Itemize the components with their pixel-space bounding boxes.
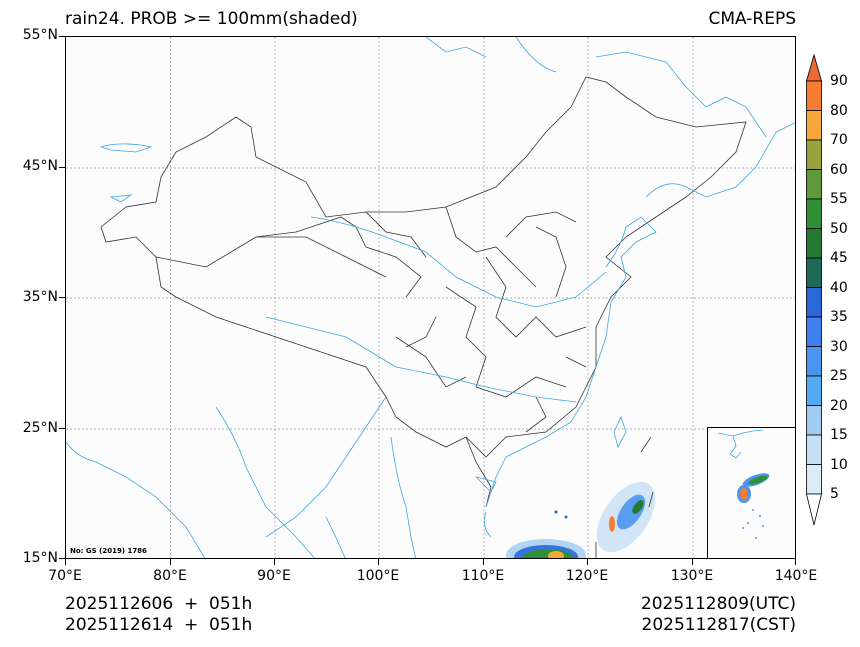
y-tick-25n: 25°N — [22, 420, 58, 436]
x-tick-80e: 80°E — [153, 568, 187, 584]
colorbar-label-30: 30 — [830, 339, 848, 355]
x-tickmark — [170, 559, 171, 565]
map-approval-note: No: GS (2019) 1786 — [70, 547, 147, 555]
colorbar-graphic — [805, 53, 823, 526]
y-tick-35n: 35°N — [22, 289, 58, 305]
colorbar-label-45: 45 — [830, 250, 848, 266]
colorbar-extend-max — [805, 53, 823, 82]
map-plot-area: No: GS (2019) 1786 — [65, 36, 796, 559]
y-tickmark — [59, 428, 65, 429]
colorbar-label-10: 10 — [830, 457, 848, 473]
colorbar-label-25: 25 — [830, 368, 848, 384]
x-tick-110e: 110°E — [461, 568, 505, 584]
colorbar-label-55: 55 — [830, 191, 848, 207]
valid-time-block: 2025112809(UTC) 2025112817(CST) — [641, 594, 796, 636]
init-time-utc: 2025112606 + 051h — [65, 594, 253, 614]
model-name: CMA-REPS — [708, 9, 796, 29]
y-tick-15n: 15°N — [22, 550, 58, 566]
x-tick-100e: 100°E — [356, 568, 400, 584]
x-tickmark — [65, 559, 66, 565]
colorbar-label-60: 60 — [830, 162, 848, 178]
chart-title: rain24. PROB >= 100mm(shaded) — [65, 9, 358, 29]
y-tick-45n: 45°N — [22, 158, 58, 174]
x-tickmark — [692, 559, 693, 565]
colorbar-extend-min — [805, 493, 823, 526]
colorbar-label-90: 90 — [830, 73, 848, 89]
south-china-sea-inset — [707, 427, 795, 558]
x-tick-120e: 120°E — [565, 568, 609, 584]
colorbar-label-15: 15 — [830, 427, 848, 443]
colorbar-label-5: 5 — [830, 486, 839, 502]
colorbar-label-70: 70 — [830, 132, 848, 148]
colorbar-label-40: 40 — [830, 280, 848, 296]
init-time-cst: 2025112614 + 051h — [65, 615, 253, 635]
country-borders — [100, 76, 747, 508]
x-tickmark — [795, 559, 796, 565]
small-marks — [595, 436, 654, 558]
init-time-block: 2025112606 + 051h 2025112614 + 051h — [65, 594, 252, 636]
y-tickmark — [59, 558, 65, 559]
x-tickmark — [483, 559, 484, 565]
coastlines-rivers — [66, 37, 795, 558]
inset-map — [717, 429, 770, 539]
x-tickmark — [274, 559, 275, 565]
y-tickmark — [59, 36, 65, 37]
x-tick-140e: 140°E — [774, 568, 818, 584]
x-tick-90e: 90°E — [257, 568, 291, 584]
map-canvas — [66, 37, 795, 558]
colorbar-label-80: 80 — [830, 103, 848, 119]
y-tick-55n: 55°N — [22, 27, 58, 43]
x-tick-70e: 70°E — [48, 568, 82, 584]
y-tickmark — [59, 297, 65, 298]
x-tick-130e: 130°E — [670, 568, 714, 584]
x-tickmark — [587, 559, 588, 565]
valid-time-utc: 2025112809(UTC) — [640, 594, 796, 614]
y-tickmark — [59, 167, 65, 168]
colorbar-label-50: 50 — [830, 221, 848, 237]
x-tickmark — [378, 559, 379, 565]
gridlines — [66, 37, 795, 558]
colorbar-label-20: 20 — [830, 398, 848, 414]
colorbar-label-35: 35 — [830, 309, 848, 325]
precip-shading — [506, 481, 656, 558]
valid-time-cst: 2025112817(CST) — [641, 615, 796, 635]
